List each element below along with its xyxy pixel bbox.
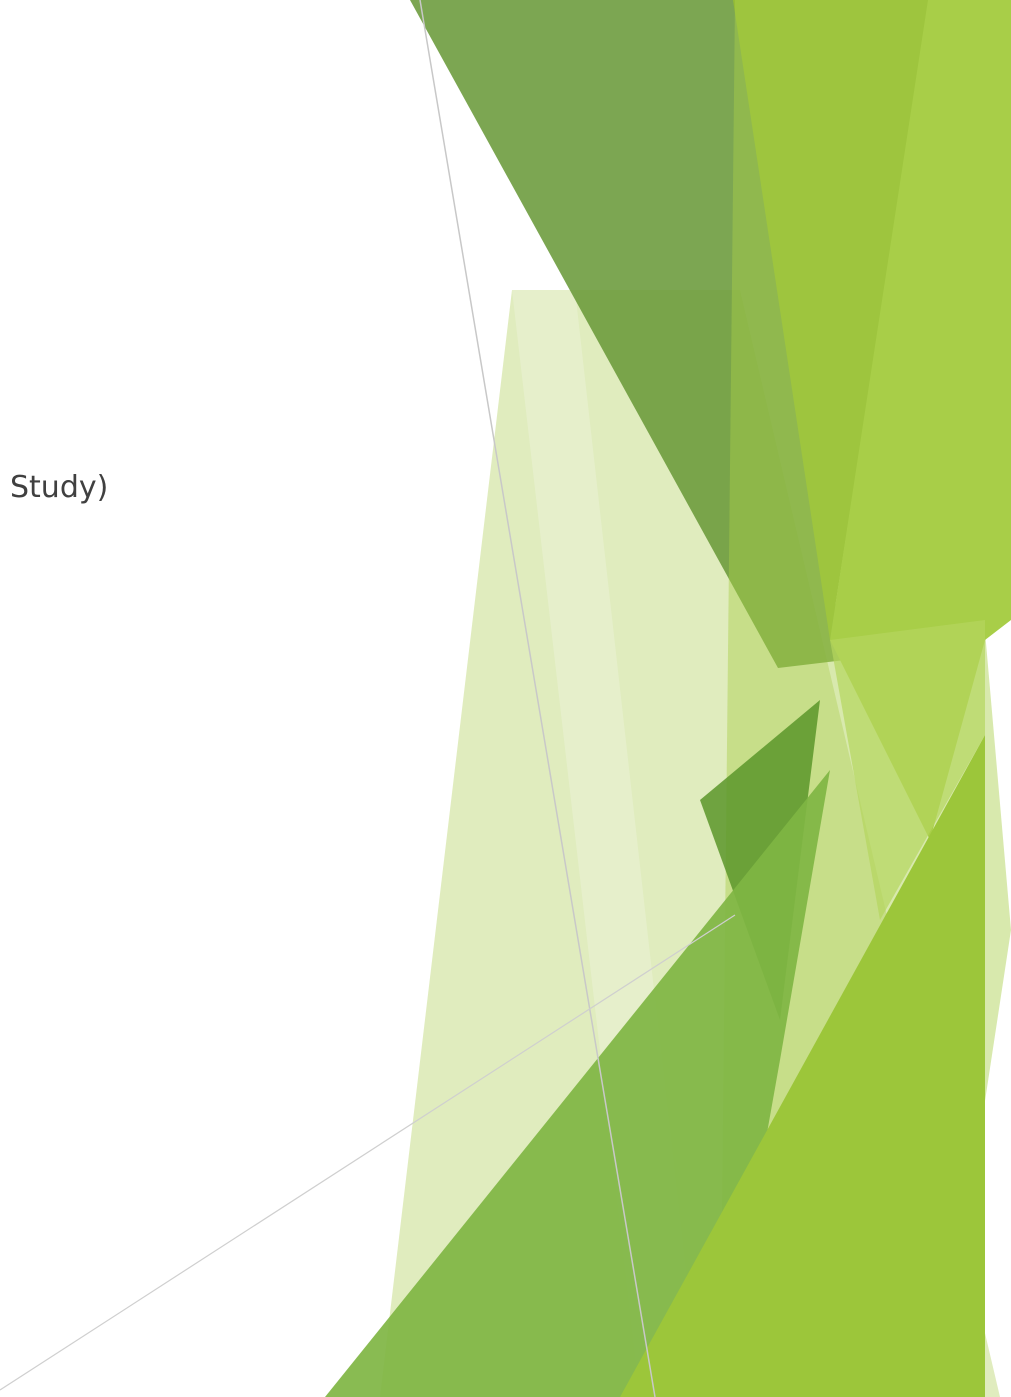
decor-light-wedge bbox=[830, 620, 985, 920]
decor-green-triangle bbox=[325, 770, 830, 1397]
slide-title: Study) bbox=[0, 462, 200, 514]
decor-thin-line-shallow bbox=[0, 914, 736, 1391]
decor-lime-band-top bbox=[733, 0, 930, 640]
slide-title-fragment: Study) bbox=[10, 470, 109, 505]
decor-thin-line-steep bbox=[419, 0, 656, 1397]
decor-dark-band bbox=[410, 0, 845, 668]
decor-lime-triangle bbox=[620, 735, 985, 1397]
